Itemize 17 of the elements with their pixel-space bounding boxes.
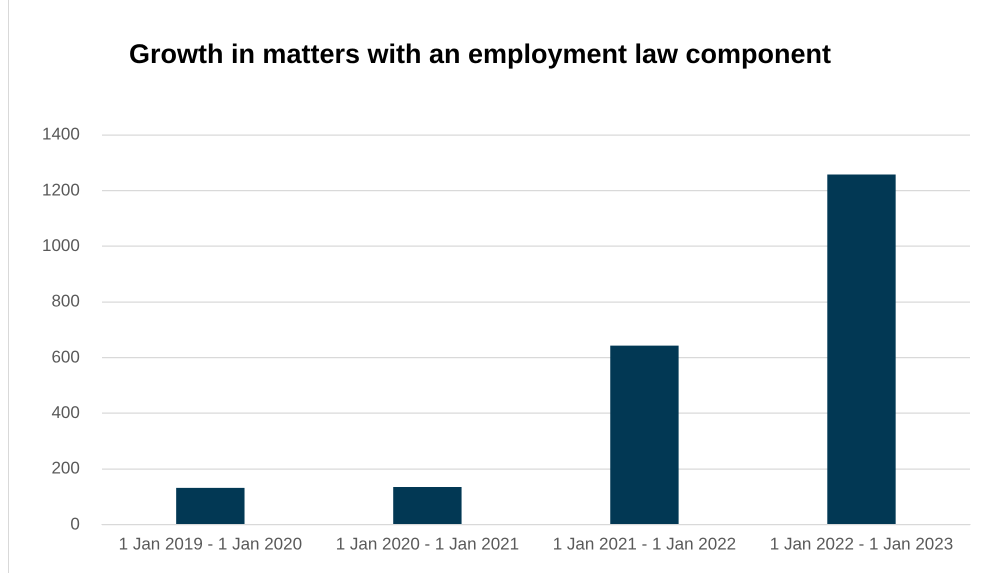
bar bbox=[610, 346, 679, 524]
y-tick-label: 0 bbox=[70, 514, 80, 534]
bar bbox=[827, 174, 896, 524]
x-tick-label: 1 Jan 2022 - 1 Jan 2023 bbox=[770, 534, 954, 554]
bar bbox=[176, 488, 245, 524]
y-tick-label: 800 bbox=[51, 292, 80, 311]
y-tick-label: 200 bbox=[51, 458, 80, 478]
y-tick-label: 600 bbox=[51, 347, 80, 366]
bar bbox=[393, 487, 462, 524]
x-tick-label: 1 Jan 2021 - 1 Jan 2022 bbox=[552, 534, 736, 554]
chart-title: Growth in matters with an employment law component bbox=[128, 38, 832, 71]
y-tick-label: 400 bbox=[51, 402, 80, 422]
y-tick-label: 1400 bbox=[42, 124, 80, 144]
x-tick-label: 1 Jan 2019 - 1 Jan 2020 bbox=[118, 534, 302, 554]
x-tick-label: 1 Jan 2020 - 1 Jan 2021 bbox=[336, 534, 520, 554]
y-tick-label: 1000 bbox=[42, 236, 80, 255]
y-tick-label: 1200 bbox=[42, 180, 80, 200]
